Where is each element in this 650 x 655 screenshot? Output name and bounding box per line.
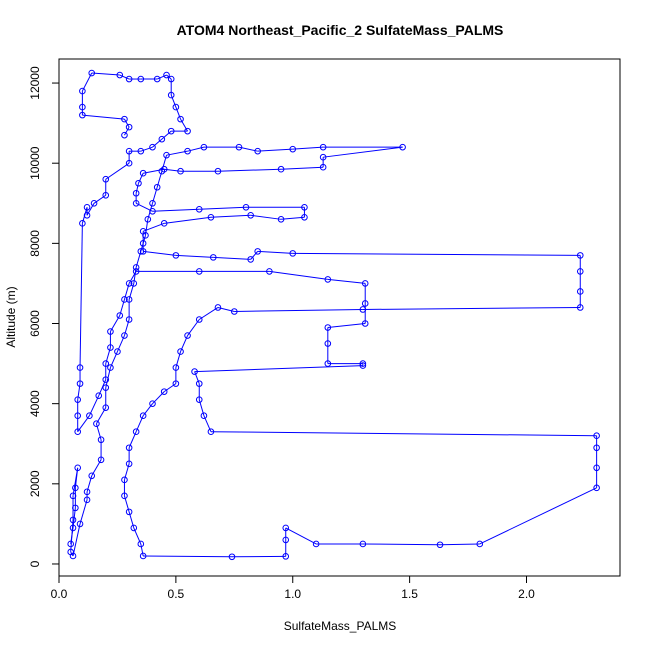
y-tick-label: 10000 (28, 146, 42, 180)
y-axis-label: Altitude (m) (4, 286, 18, 347)
chart-title: ATOM4 Northeast_Pacific_2 SulfateMass_PA… (177, 22, 504, 38)
x-tick-label: 0.0 (51, 587, 68, 601)
x-tick-label: 1.0 (284, 587, 301, 601)
x-tick-label: 1.5 (401, 587, 418, 601)
x-tick-label: 0.5 (168, 587, 185, 601)
y-tick-label: 8000 (28, 230, 42, 257)
y-tick-label: 12000 (28, 66, 42, 100)
y-tick-label: 4000 (28, 390, 42, 417)
y-tick-label: 6000 (28, 310, 42, 337)
x-tick-label: 2.0 (518, 587, 535, 601)
y-tick-label: 0 (28, 560, 42, 567)
y-tick-label: 2000 (28, 470, 42, 497)
x-axis-label: SulfateMass_PALMS (284, 619, 397, 633)
